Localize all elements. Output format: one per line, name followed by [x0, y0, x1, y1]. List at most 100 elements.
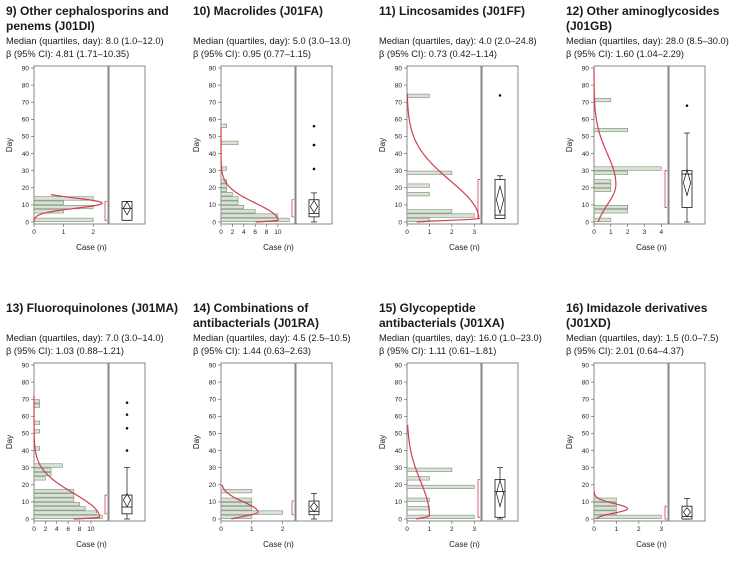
histogram-bar — [33, 514, 103, 519]
histogram-bar — [406, 192, 430, 197]
y-tick-label: 80 — [582, 82, 590, 89]
y-tick-label: 10 — [582, 202, 590, 209]
boxplot-box — [681, 505, 693, 520]
y-tick-label: 10 — [209, 202, 217, 209]
x-tick-label: 1 — [428, 229, 432, 236]
y-tick-label: 10 — [22, 202, 30, 209]
y-tick-label: 40 — [395, 448, 403, 455]
y-tick-label: 70 — [395, 397, 403, 404]
y-tick-label: 20 — [582, 482, 590, 489]
boxplot-box — [308, 500, 320, 516]
density-curve — [220, 127, 279, 223]
y-tick-label: 70 — [582, 100, 590, 107]
x-tick-label: 1 — [428, 526, 432, 533]
y-tick-label: 60 — [582, 414, 590, 421]
histogram-bar — [33, 493, 75, 498]
boxplot-box — [494, 179, 506, 219]
histogram-bar — [406, 467, 453, 472]
y-tick-label: 70 — [22, 397, 30, 404]
y-tick-label: 70 — [22, 100, 30, 107]
y-tick-label: 30 — [395, 465, 403, 472]
x-tick-label: 3 — [472, 526, 476, 533]
x-tick-label: 4 — [55, 526, 59, 533]
x-tick-label: 0 — [219, 526, 223, 533]
histogram-bar — [220, 140, 239, 145]
y-tick-label: 60 — [582, 117, 590, 124]
boxplot-box — [308, 199, 320, 218]
y-tick-label: 0 — [212, 516, 216, 523]
histogram-bar — [220, 196, 239, 201]
y-axis-title: Day — [192, 435, 201, 449]
histogram-bar — [220, 506, 253, 511]
y-tick-label: 30 — [395, 168, 403, 175]
density-curve — [33, 194, 103, 223]
y-tick-label: 90 — [209, 362, 217, 369]
quartile-bracket — [477, 179, 480, 219]
y-tick-label: 90 — [582, 65, 590, 72]
boxplot-mean-diamond — [496, 478, 504, 508]
quartile-bracket — [664, 505, 667, 520]
quartile-bracket — [664, 170, 667, 208]
y-tick-label: 50 — [209, 134, 217, 141]
chart-panel: 15) Glycopeptide antibacterials (J01XA) M… — [373, 297, 560, 573]
median-stat: Median (quartiles, day): 1.5 (0.0–7.5) — [566, 333, 719, 343]
beta-stat: β (95% CI): 0.73 (0.42–1.14) — [379, 49, 498, 59]
beta-stat: β (95% CI): 1.11 (0.61–1.81) — [379, 346, 497, 356]
histogram-bar — [33, 472, 52, 477]
y-tick-label: 70 — [209, 397, 217, 404]
x-tick-label: 2 — [637, 526, 641, 533]
y-tick-label: 60 — [22, 117, 30, 124]
chart-panel: 13) Fluoroquinolones (J01MA) Median (quar… — [0, 297, 187, 573]
y-tick-label: 80 — [209, 379, 217, 386]
histogram-bar — [406, 476, 430, 481]
x-tick-label: 2 — [450, 229, 454, 236]
x-tick-label: 0 — [592, 229, 596, 236]
boxplot-mean-diamond — [496, 184, 504, 215]
y-tick-label: 40 — [209, 448, 217, 455]
y-tick-label: 60 — [395, 117, 403, 124]
histogram-bar — [593, 217, 612, 222]
y-tick-label: 80 — [395, 82, 403, 89]
x-axis-title: Case (n) — [76, 243, 107, 252]
y-tick-label: 80 — [22, 379, 30, 386]
y-tick-label: 70 — [209, 100, 217, 107]
y-tick-label: 0 — [212, 219, 216, 226]
histogram-bar — [406, 93, 430, 98]
histogram-bar — [593, 183, 612, 188]
median-stat: Median (quartiles, day): 4.0 (2.0–24.8) — [379, 36, 537, 46]
y-axis-title: Day — [565, 138, 574, 152]
histogram-frame — [406, 362, 482, 522]
y-tick-label: 20 — [395, 185, 403, 192]
histogram-bar — [406, 497, 430, 502]
y-tick-label: 80 — [22, 82, 30, 89]
boxplot-mean-diamond — [309, 501, 319, 513]
density-curve — [593, 68, 617, 223]
y-tick-label: 90 — [22, 65, 30, 72]
histogram-bar — [33, 429, 40, 434]
chart-title: 14) Combinations of antibacterials (J01R… — [193, 301, 320, 330]
boxplot-mean-diamond — [123, 492, 131, 508]
histogram-bar — [220, 204, 245, 210]
y-tick-label: 80 — [395, 379, 403, 386]
chart-title: 11) Lincosamides (J01FF) — [379, 4, 526, 18]
histogram-bar — [33, 501, 80, 507]
chart-svg: 0 10 20 30 40 50 60 70 80 90 Day 0 1 2 3 Case (n) — [565, 362, 706, 549]
y-tick-label: 50 — [22, 134, 30, 141]
boxplot-frame — [481, 65, 519, 225]
boxplot-mean-diamond — [683, 168, 691, 197]
boxplot-frame — [668, 362, 706, 522]
histogram-bar — [593, 187, 612, 192]
chart-panel: 12) Other aminoglycosides (J01GB) Median … — [560, 0, 747, 276]
histogram-bar — [406, 506, 430, 511]
y-tick-label: 60 — [209, 117, 217, 124]
histogram-bar — [406, 209, 453, 214]
chart-title: 15) Glycopeptide antibacterials (J01XA) — [379, 301, 505, 330]
x-tick-label: 3 — [643, 229, 647, 236]
x-tick-label: 0 — [592, 526, 596, 533]
y-tick-label: 40 — [582, 448, 590, 455]
y-tick-label: 20 — [209, 482, 217, 489]
y-tick-label: 10 — [22, 499, 30, 506]
histogram-bar — [220, 213, 279, 218]
histogram-bar — [33, 463, 63, 468]
histogram-bar — [593, 209, 628, 214]
